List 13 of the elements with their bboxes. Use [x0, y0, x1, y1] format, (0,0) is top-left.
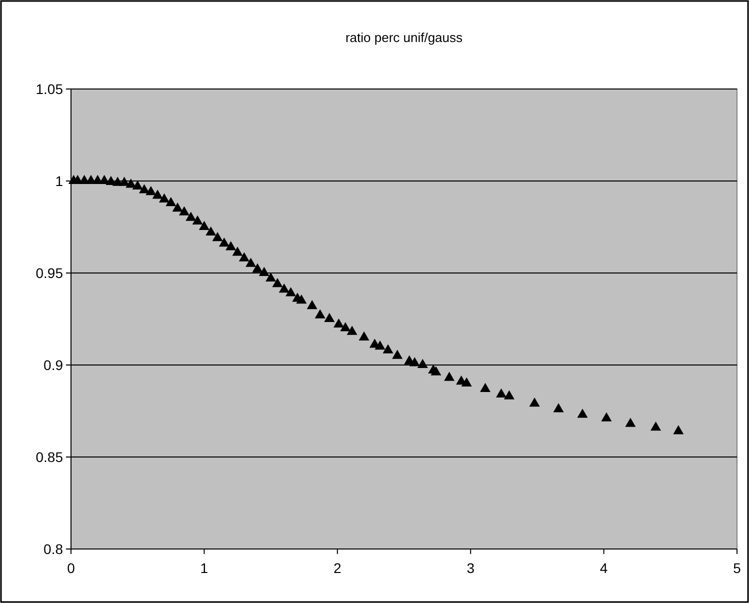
y-tick-label: 0.85	[36, 448, 64, 465]
x-tick-label: 0	[67, 560, 76, 576]
x-tick-label: 2	[334, 560, 342, 576]
x-tick-label: 4	[600, 560, 608, 576]
y-tick-label: 1.05	[36, 80, 64, 97]
x-tick-label: 3	[466, 560, 475, 576]
y-tick-label: 0.8	[44, 540, 64, 557]
x-tick-label: 5	[733, 560, 742, 576]
x-tick-label: 1	[200, 560, 208, 576]
y-tick-label: 1	[55, 172, 64, 189]
y-tick-label: 0.9	[44, 356, 64, 373]
y-tick-label: 0.95	[36, 264, 64, 281]
chart-title: ratio perc unif/gauss	[345, 30, 464, 45]
